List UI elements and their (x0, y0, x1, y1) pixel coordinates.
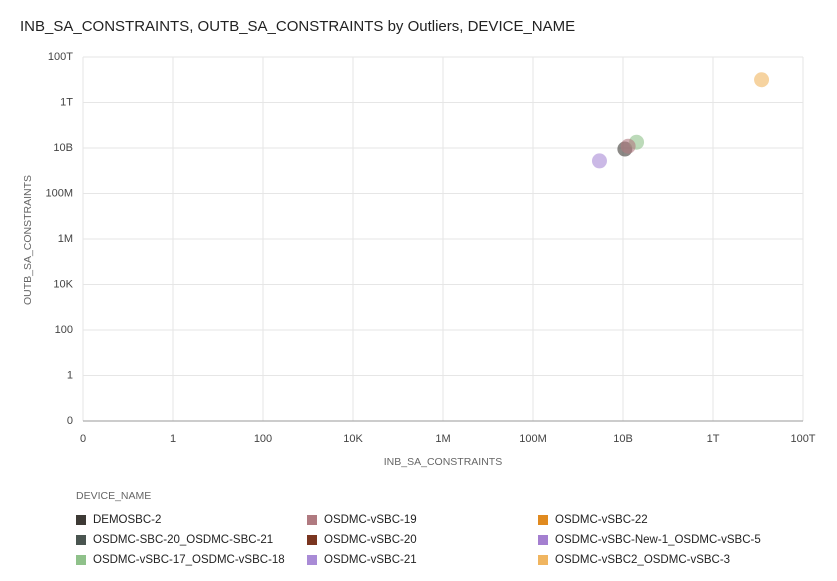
y-tick-label: 100 (55, 324, 73, 336)
legend-label: OSDMC-vSBC-20 (324, 534, 417, 546)
y-tick-label: 1 (67, 369, 73, 381)
y-tick-label: 1M (58, 233, 73, 245)
legend-swatch (538, 555, 548, 565)
legend-label: DEMOSBC-2 (93, 514, 161, 526)
legend-label: OSDMC-vSBC-22 (555, 514, 648, 526)
legend-label: OSDMC-vSBC-19 (324, 514, 417, 526)
legend-swatch (538, 515, 548, 525)
legend-swatch (307, 555, 317, 565)
y-axis-title: OUTB_SA_CONSTRAINTS (22, 175, 34, 305)
x-tick-label: 10B (613, 433, 633, 445)
legend-label: OSDMC-vSBC2_OSDMC-vSBC-3 (555, 554, 730, 566)
legend-swatch (307, 535, 317, 545)
point (591, 153, 607, 169)
y-tick-label: 10B (53, 142, 73, 154)
legend-label: OSDMC-SBC-20_OSDMC-SBC-21 (93, 534, 273, 546)
x-tick-label: 1M (435, 433, 450, 445)
x-tick-label: 0 (80, 433, 86, 445)
legend-swatch (76, 555, 86, 565)
x-tick-label: 1 (170, 433, 176, 445)
y-tick-label: 100M (45, 187, 73, 199)
legend-title: DEVICE_NAME (76, 490, 151, 502)
legend-swatch (76, 515, 86, 525)
legend-swatch (76, 535, 86, 545)
x-tick-label: 1T (707, 433, 720, 445)
x-tick-label: 10K (343, 433, 363, 445)
y-tick-label: 100T (48, 51, 73, 63)
x-tick-label: 100M (519, 433, 547, 445)
x-tick-label: 100 (254, 433, 272, 445)
legend-label: OSDMC-vSBC-17_OSDMC-vSBC-18 (93, 554, 285, 566)
legend-swatch (538, 535, 548, 545)
legend-label: OSDMC-vSBC-New-1_OSDMC-vSBC-5 (555, 534, 761, 546)
chart-title: INB_SA_CONSTRAINTS, OUTB_SA_CONSTRAINTS … (20, 18, 575, 35)
y-tick-label: 0 (67, 415, 73, 427)
x-axis-title: INB_SA_CONSTRAINTS (384, 456, 502, 468)
point (620, 138, 636, 154)
point (754, 72, 770, 88)
legend-swatch (307, 515, 317, 525)
x-tick-label: 100T (790, 433, 815, 445)
y-tick-label: 10K (53, 278, 73, 290)
y-tick-label: 1T (60, 96, 73, 108)
legend-label: OSDMC-vSBC-21 (324, 554, 417, 566)
